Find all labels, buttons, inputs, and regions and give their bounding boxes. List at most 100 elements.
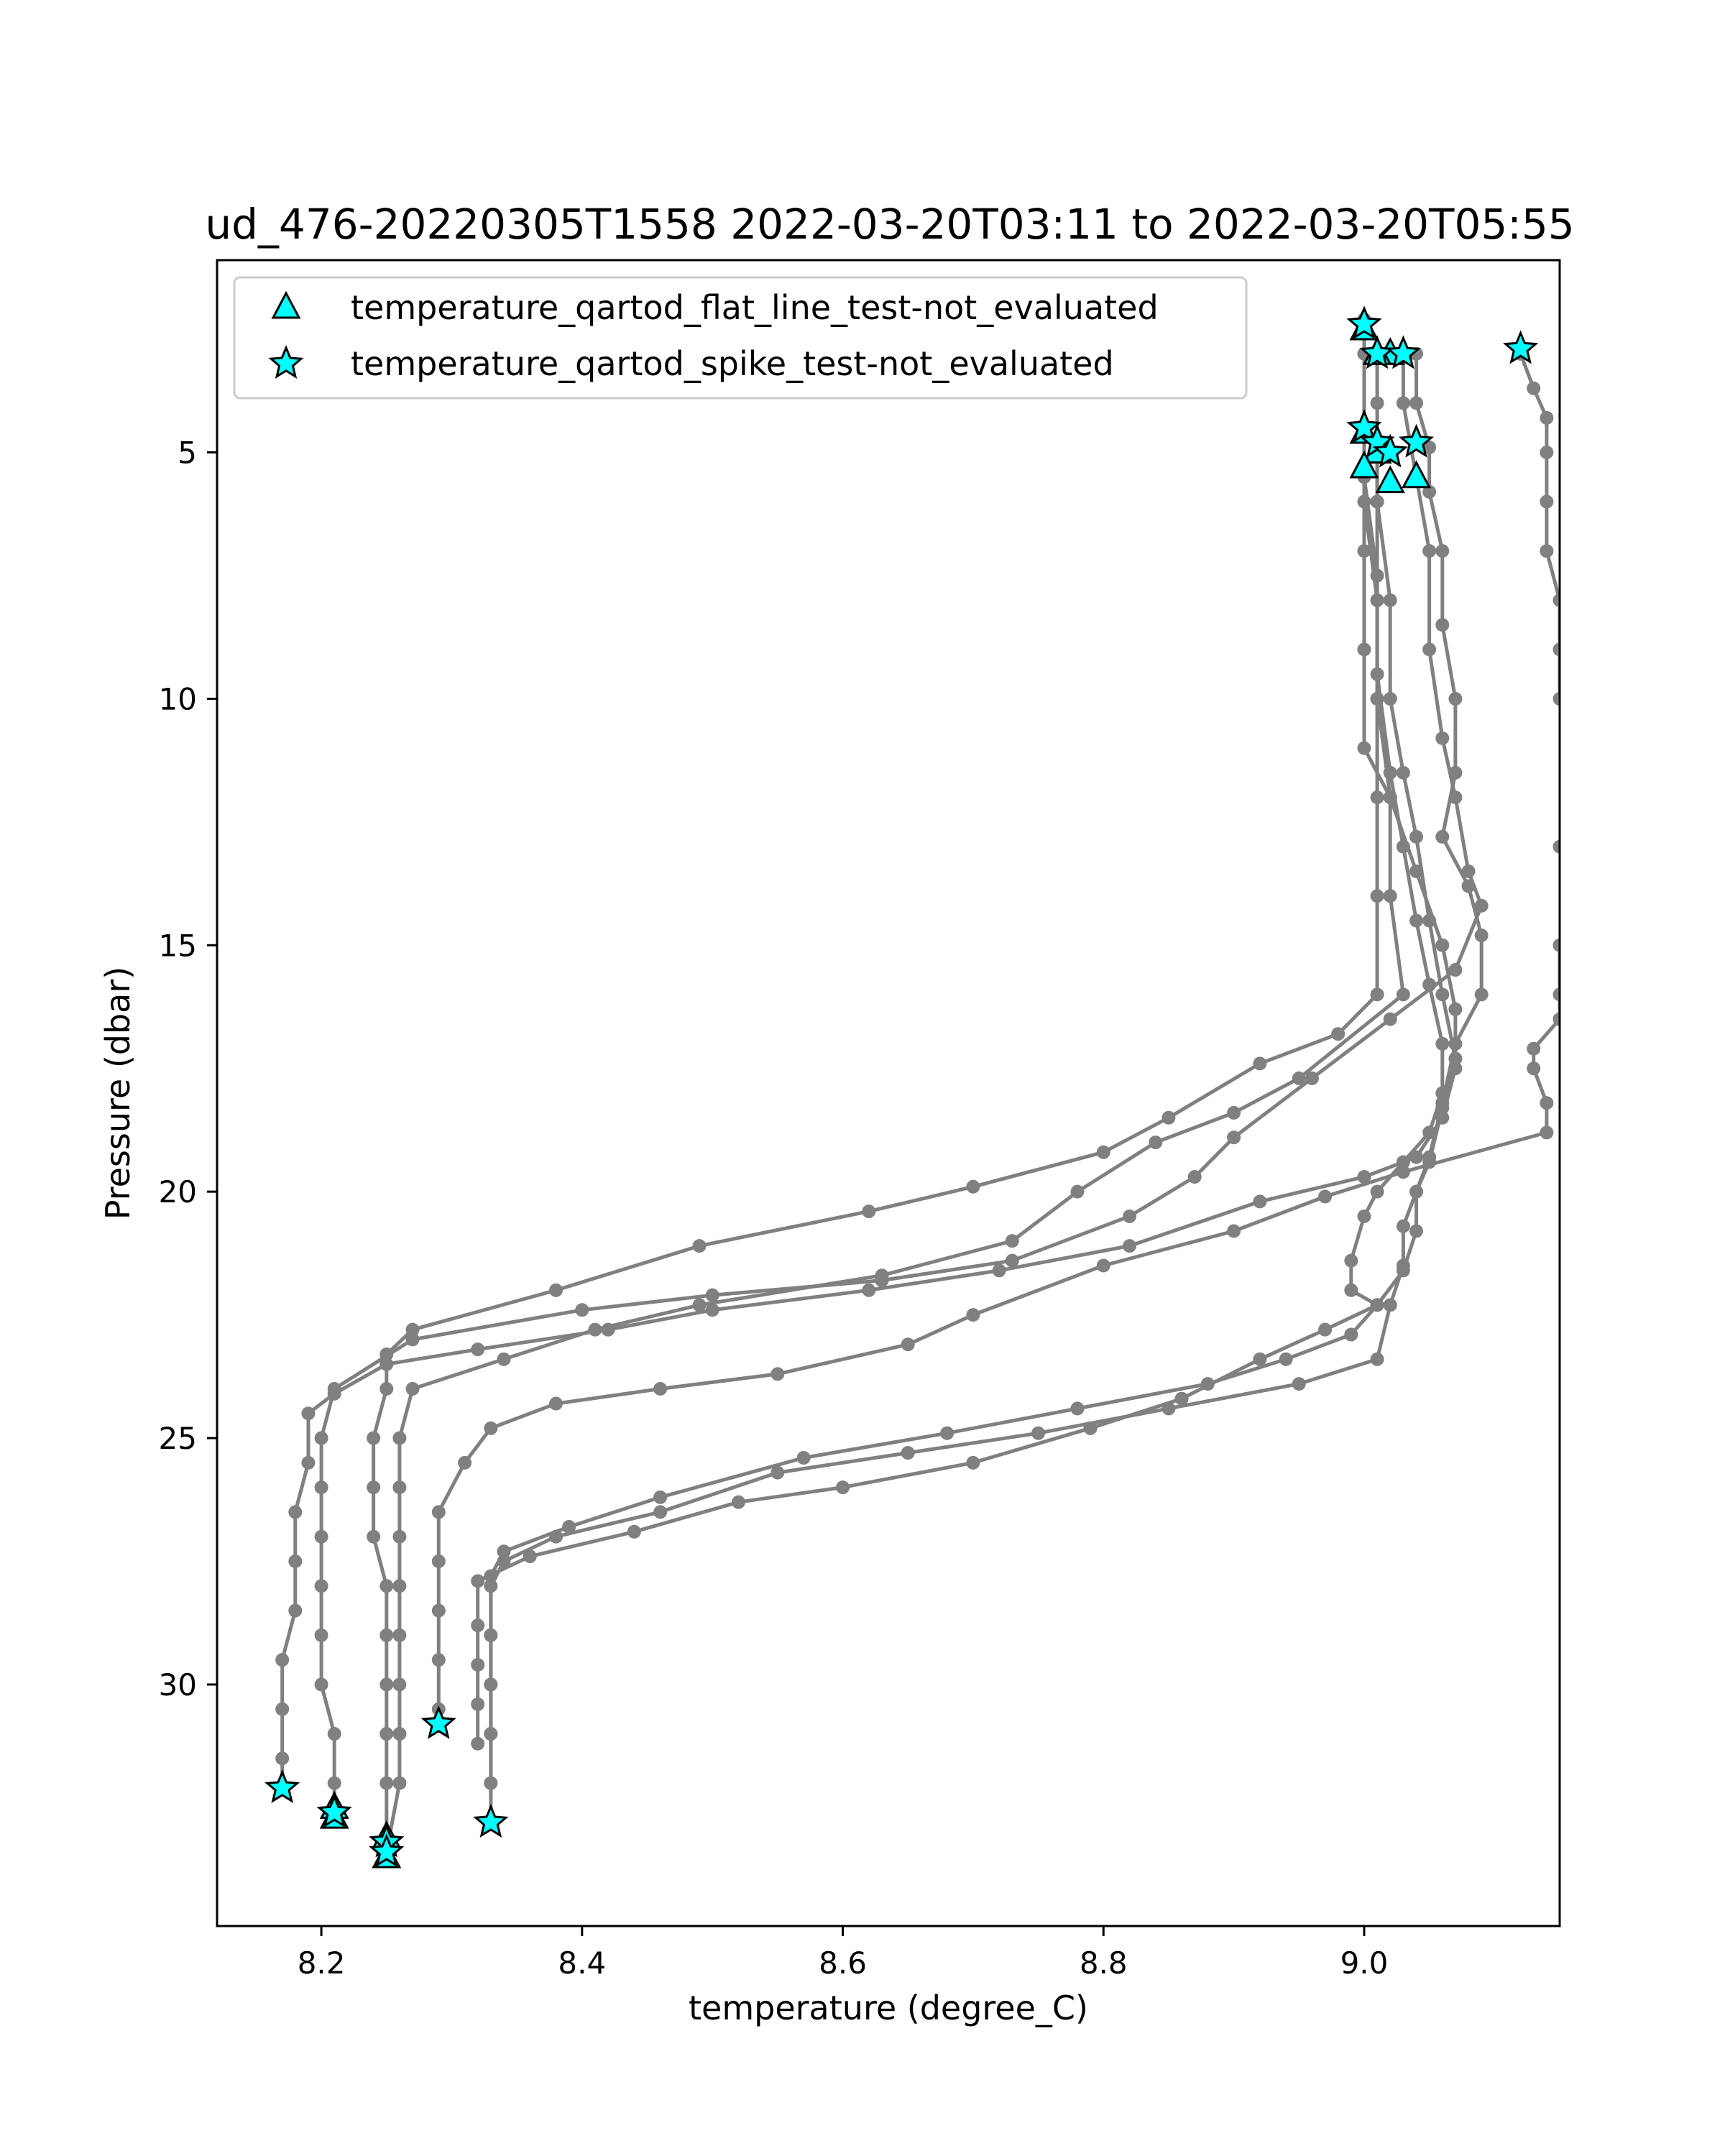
data-point xyxy=(1383,1298,1397,1312)
data-point xyxy=(1461,879,1476,893)
y-tick-label: 30 xyxy=(159,1667,197,1703)
y-tick-label: 10 xyxy=(159,681,197,717)
data-point xyxy=(1123,1209,1137,1223)
data-point xyxy=(314,1529,328,1544)
data-point xyxy=(484,1421,498,1435)
data-point xyxy=(1070,1184,1085,1199)
data-point xyxy=(1383,593,1397,607)
data-point xyxy=(275,1751,290,1766)
y-tick-label: 5 xyxy=(178,435,197,470)
data-point xyxy=(1540,494,1554,509)
data-point xyxy=(992,1263,1006,1278)
data-point xyxy=(1292,1071,1306,1085)
data-point xyxy=(966,1179,980,1194)
data-point xyxy=(940,1426,954,1440)
data-point xyxy=(1344,1327,1358,1342)
data-point xyxy=(1422,1125,1437,1140)
data-point xyxy=(497,1544,511,1559)
data-point xyxy=(1552,1012,1560,1026)
spike-marker xyxy=(1502,330,1539,364)
data-point xyxy=(1070,1401,1085,1416)
legend-star-marker xyxy=(268,345,304,379)
axes-frame xyxy=(216,259,1561,1927)
data-point xyxy=(288,1505,303,1519)
data-point xyxy=(1552,642,1560,657)
data-point xyxy=(1422,913,1437,928)
data-point xyxy=(1552,839,1560,854)
data-point xyxy=(901,1337,915,1352)
data-point xyxy=(1396,1155,1410,1169)
x-axis-label: temperature (degree_C) xyxy=(689,1989,1088,2027)
data-point xyxy=(327,1727,341,1741)
data-point xyxy=(392,1727,407,1741)
data-point xyxy=(836,1480,850,1495)
data-point xyxy=(458,1455,472,1470)
data-point xyxy=(367,1529,381,1544)
data-point xyxy=(1370,396,1384,410)
data-point xyxy=(392,1579,407,1593)
data-point xyxy=(1448,1002,1463,1016)
series-7 xyxy=(471,420,1450,1751)
data-point xyxy=(1396,987,1410,1002)
data-point xyxy=(1096,1145,1110,1159)
data-point xyxy=(1422,544,1437,558)
data-point xyxy=(1357,642,1371,657)
data-point xyxy=(301,1455,316,1470)
data-point xyxy=(549,1396,564,1411)
data-point xyxy=(1162,1110,1176,1125)
data-point xyxy=(1540,410,1554,425)
data-point xyxy=(1357,1170,1371,1184)
x-tick-label: 8.2 xyxy=(298,1945,346,1981)
data-point xyxy=(1383,1012,1397,1026)
data-point xyxy=(1253,1194,1267,1209)
data-point xyxy=(1435,987,1450,1002)
data-point xyxy=(875,1273,889,1288)
spike-marker xyxy=(369,1833,405,1868)
data-point xyxy=(471,1658,485,1672)
spike-marker xyxy=(1372,433,1408,468)
data-point xyxy=(405,1381,420,1396)
data-point xyxy=(471,1736,485,1751)
data-point xyxy=(1435,731,1450,745)
data-point xyxy=(484,1727,498,1741)
data-point xyxy=(1527,1061,1541,1076)
data-point xyxy=(1396,1219,1410,1233)
data-point xyxy=(1187,1170,1202,1184)
data-point xyxy=(1370,1352,1384,1366)
data-point xyxy=(380,1357,394,1371)
data-point xyxy=(431,1554,446,1569)
data-point xyxy=(1292,1377,1306,1391)
data-point xyxy=(380,1381,394,1396)
data-point xyxy=(392,1628,407,1642)
data-point xyxy=(731,1495,745,1509)
data-point xyxy=(1370,1184,1384,1199)
data-point xyxy=(1227,1224,1241,1238)
y-axis-label: Pressure (dbar) xyxy=(98,967,137,1220)
data-point xyxy=(1357,741,1371,755)
data-point xyxy=(966,1455,980,1470)
spike-marker xyxy=(1398,423,1435,458)
data-point xyxy=(380,1677,394,1692)
legend-entry-label: temperature_qartod_spike_test-not_evalua… xyxy=(351,344,1114,383)
data-point xyxy=(653,1505,668,1519)
data-point xyxy=(862,1283,876,1297)
spike-marker xyxy=(264,1769,300,1803)
flat-line-marker xyxy=(1402,460,1431,489)
data-point xyxy=(1227,1105,1241,1120)
y-tick-label: 20 xyxy=(159,1174,197,1210)
data-point xyxy=(380,1628,394,1642)
data-point xyxy=(484,1677,498,1692)
data-point xyxy=(1552,593,1560,607)
data-point xyxy=(1409,1184,1424,1199)
data-point xyxy=(1422,642,1437,657)
data-point xyxy=(1409,1224,1424,1238)
data-point xyxy=(1448,1051,1463,1066)
data-point xyxy=(1370,494,1384,509)
data-point xyxy=(1383,691,1397,706)
data-point xyxy=(431,1603,446,1618)
legend-frame xyxy=(233,276,1248,400)
data-point xyxy=(1552,691,1560,706)
data-point xyxy=(1409,829,1424,844)
data-point xyxy=(380,1727,394,1741)
data-point xyxy=(1396,396,1410,410)
